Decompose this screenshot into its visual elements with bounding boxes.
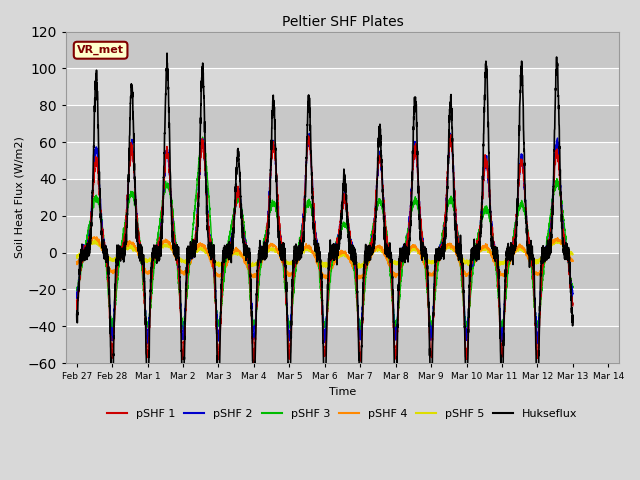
Y-axis label: Soil Heat Flux (W/m2): Soil Heat Flux (W/m2) [15, 136, 25, 258]
Bar [66, 326, 619, 363]
Bar [66, 289, 619, 326]
Bar [66, 252, 619, 289]
Text: VR_met: VR_met [77, 45, 124, 55]
X-axis label: Time: Time [329, 386, 356, 396]
Legend: pSHF 1, pSHF 2, pSHF 3, pSHF 4, pSHF 5, Hukseflux: pSHF 1, pSHF 2, pSHF 3, pSHF 4, pSHF 5, … [103, 405, 582, 424]
Bar [66, 142, 619, 179]
Bar [66, 179, 619, 216]
Bar [66, 105, 619, 142]
Bar [66, 32, 619, 68]
Bar [66, 216, 619, 252]
Title: Peltier SHF Plates: Peltier SHF Plates [282, 15, 403, 29]
Bar [66, 68, 619, 105]
